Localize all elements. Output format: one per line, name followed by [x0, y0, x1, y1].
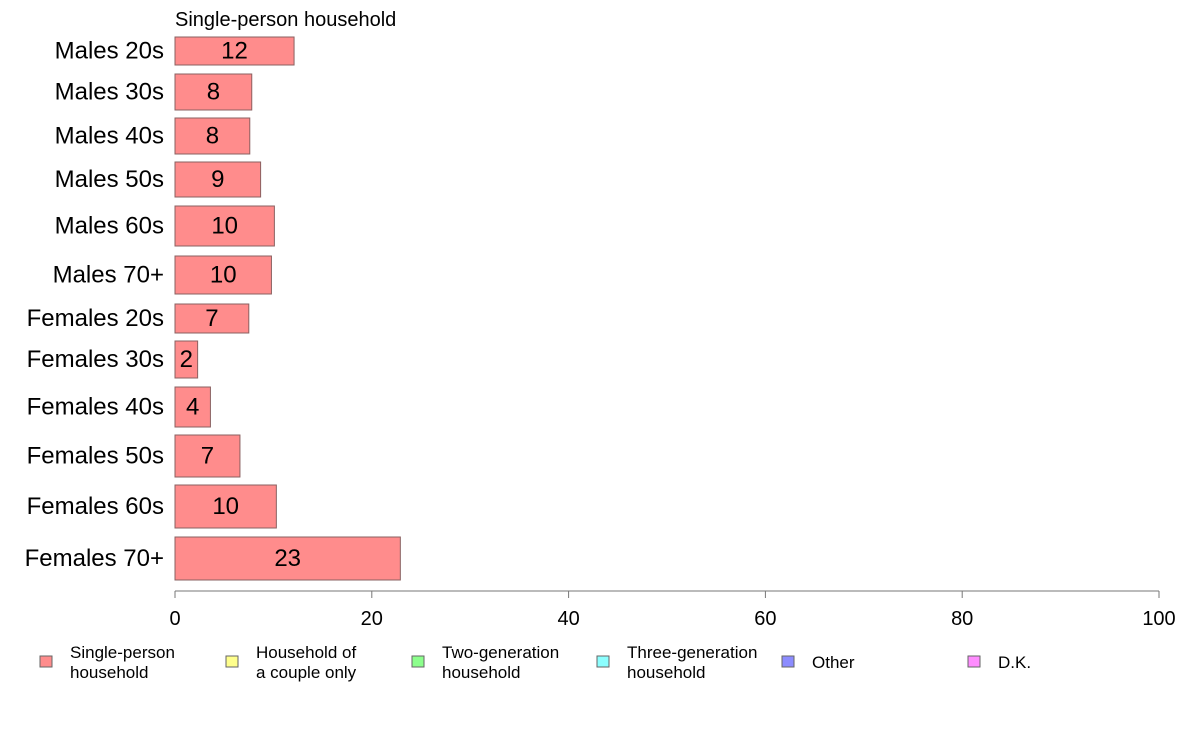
- x-tick-label: 100: [1142, 608, 1175, 630]
- bar: [174, 386, 211, 428]
- bar: [174, 73, 253, 111]
- category-label: Males 20s: [55, 38, 164, 65]
- legend-label: household: [442, 663, 520, 682]
- category-label: Females 60s: [27, 493, 164, 520]
- data-label: 7: [205, 305, 218, 332]
- legend-swatch: [967, 655, 981, 668]
- data-label: 4: [186, 394, 199, 421]
- legend-label: household: [70, 663, 148, 682]
- data-label: 10: [210, 262, 237, 289]
- bar: [174, 434, 241, 478]
- bar: [174, 536, 401, 581]
- data-label: 23: [274, 545, 301, 572]
- legend-label: household: [627, 663, 705, 682]
- category-label: Males 30s: [55, 79, 164, 106]
- category-labels-group: Males 20s Males 30s Males 40s Males 50s Male…: [25, 38, 164, 573]
- legend-swatch: [596, 655, 610, 668]
- category-label: Males 60s: [55, 213, 164, 240]
- legend-label: Household of: [256, 643, 356, 662]
- x-tick-label: 0: [169, 608, 180, 630]
- bar: [174, 117, 251, 155]
- legend-swatch: [39, 655, 53, 668]
- bar: [174, 340, 199, 379]
- legend-label: Other: [812, 653, 855, 672]
- data-label: 12: [221, 38, 248, 65]
- legend-label: Single-person: [70, 643, 175, 662]
- bar: [174, 255, 272, 295]
- x-tick-label: 20: [361, 608, 383, 630]
- data-label: 9: [211, 166, 224, 193]
- legend-swatch: [781, 655, 795, 668]
- bar: [174, 303, 250, 334]
- bar: [174, 484, 277, 529]
- category-label: Males 70+: [53, 262, 164, 289]
- category-label: Females 70+: [25, 545, 164, 572]
- category-label: Females 20s: [27, 305, 164, 332]
- bar: [174, 161, 262, 198]
- category-label: Females 50s: [27, 443, 164, 470]
- panel-title: Single-person household: [175, 9, 396, 31]
- data-label: 2: [180, 346, 193, 373]
- bar: [174, 36, 295, 66]
- x-tick-label: 80: [951, 608, 973, 630]
- legend-label: Three-generation: [627, 643, 757, 662]
- category-label: Males 50s: [55, 166, 164, 193]
- data-label: 10: [212, 493, 239, 520]
- legend-label: Two-generation: [442, 643, 559, 662]
- bars-group: [174, 36, 401, 581]
- bar: [174, 205, 275, 247]
- data-label: 8: [206, 123, 219, 150]
- category-label: Females 40s: [27, 394, 164, 421]
- data-label: 7: [201, 443, 214, 470]
- legend-swatch: [411, 655, 425, 668]
- x-axis: 0 20 40 60 80 100: [169, 590, 1176, 630]
- category-label: Males 40s: [55, 123, 164, 150]
- data-label: 10: [211, 213, 238, 240]
- category-label: Females 30s: [27, 346, 164, 373]
- legend-label: D.K.: [998, 653, 1031, 672]
- x-tick-label: 40: [557, 608, 579, 630]
- data-label: 8: [207, 79, 220, 106]
- legend-label: a couple only: [256, 663, 357, 682]
- legend-swatch: [225, 655, 239, 668]
- x-tick-label: 60: [754, 608, 776, 630]
